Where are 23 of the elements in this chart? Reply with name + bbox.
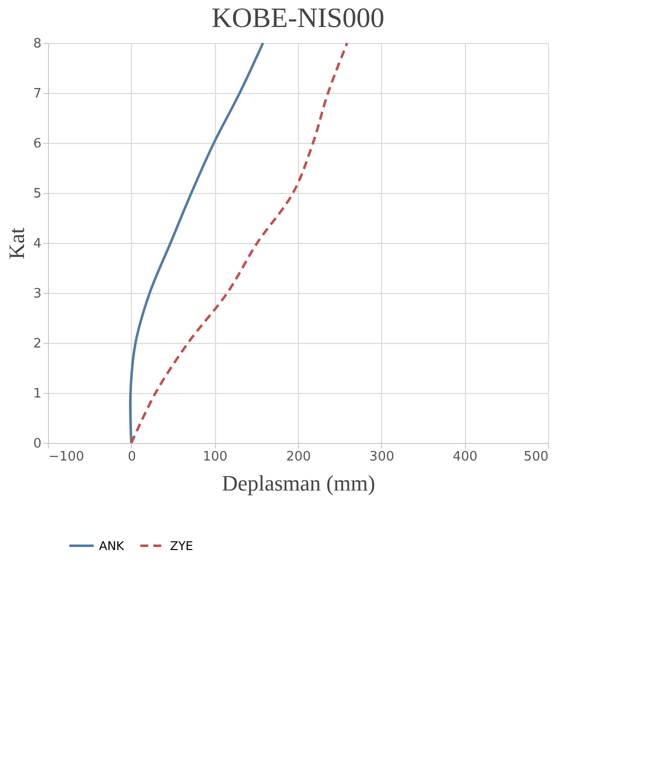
y-tick-label: 0 bbox=[33, 436, 42, 452]
line-series bbox=[130, 42, 348, 444]
y-axis-title: Kat bbox=[4, 228, 30, 260]
y-tick-label: 7 bbox=[33, 86, 42, 102]
y-tick-label: 5 bbox=[33, 186, 42, 202]
x-tick-label: 400 bbox=[452, 450, 478, 464]
chart-title: KOBE-NIS000 bbox=[212, 3, 384, 34]
y-tick-label: 4 bbox=[33, 236, 42, 252]
line-series bbox=[129, 42, 264, 444]
x-tick-label: 500 bbox=[524, 450, 548, 464]
y-tick-label: 1 bbox=[33, 386, 42, 402]
y-tick-label: 3 bbox=[33, 286, 42, 302]
x-tick-label: 300 bbox=[369, 450, 394, 464]
x-axis-title: Deplasman (mm) bbox=[222, 470, 376, 496]
y-tick-label: 6 bbox=[33, 136, 42, 152]
x-tick-label: −100 bbox=[48, 450, 84, 464]
legend-label: ANK bbox=[99, 538, 126, 553]
x-tick-label: 100 bbox=[202, 450, 228, 464]
y-tick-label: 8 bbox=[33, 36, 42, 52]
y-tick-label: 2 bbox=[33, 336, 42, 352]
x-tick-label: 200 bbox=[286, 450, 311, 464]
x-tick-label: 0 bbox=[128, 450, 136, 464]
legend-label: ZYE bbox=[170, 538, 194, 553]
